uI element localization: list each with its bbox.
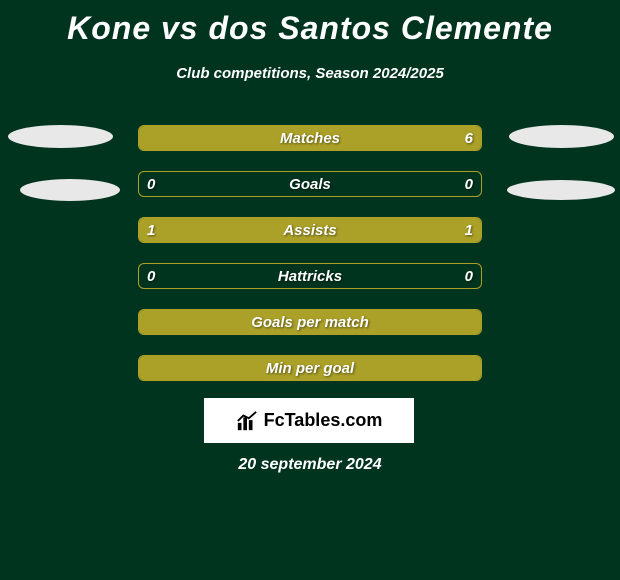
stat-left-value: 0 (147, 264, 155, 290)
stat-label: Assists (139, 218, 481, 244)
chart-icon (236, 410, 258, 432)
stat-right-value: 0 (465, 172, 473, 198)
stat-bar-goals-per-match: Goals per match (138, 309, 482, 335)
stat-right-value: 0 (465, 264, 473, 290)
stats-bars: Matches6Goals00Assists11Hattricks00Goals… (138, 125, 482, 401)
stat-bar-matches: Matches6 (138, 125, 482, 151)
stat-label: Goals (139, 172, 481, 198)
fctables-logo: FcTables.com (204, 398, 414, 443)
date-label: 20 september 2024 (0, 456, 620, 474)
stat-label: Hattricks (139, 264, 481, 290)
stat-right-value: 6 (465, 126, 473, 152)
player-right-photo-placeholder-2 (507, 180, 615, 200)
stat-label: Matches (139, 126, 481, 152)
stat-right-value: 1 (465, 218, 473, 244)
stat-bar-hattricks: Hattricks0 0 (138, 263, 482, 289)
stat-bar-min-per-goal: Min per goal (138, 355, 482, 381)
stat-label: Min per goal (139, 356, 481, 382)
logo-label: FcTables.com (264, 410, 383, 431)
comparison-title: Kone vs dos Santos Clemente (0, 0, 620, 47)
player-left-photo-placeholder-1 (8, 125, 113, 148)
player-right-photo-placeholder-1 (509, 125, 614, 148)
stat-left-value: 1 (147, 218, 155, 244)
stat-left-value: 0 (147, 172, 155, 198)
stat-bar-goals: Goals0 0 (138, 171, 482, 197)
player-left-photo-placeholder-2 (20, 179, 120, 201)
comparison-subtitle: Club competitions, Season 2024/2025 (0, 65, 620, 82)
stat-bar-assists: Assists1 1 (138, 217, 482, 243)
stat-label: Goals per match (139, 310, 481, 336)
